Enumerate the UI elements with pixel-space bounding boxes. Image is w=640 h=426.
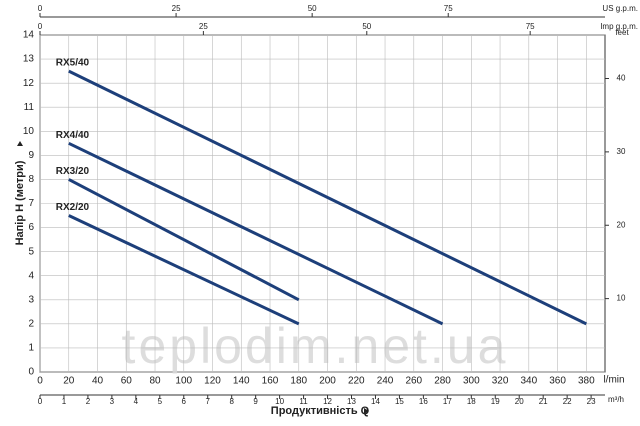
y-tick-label: 7 xyxy=(28,198,34,209)
y2-tick-label: 10 xyxy=(617,294,626,303)
x-tick-label: 20 xyxy=(63,376,75,387)
x-tick-label: 160 xyxy=(262,376,279,387)
x-tick-label: 140 xyxy=(233,376,250,387)
x-tick-label: 0 xyxy=(37,376,43,387)
imp_gpm_axis-tick-label: 25 xyxy=(199,22,208,31)
us-gpm-unit: US g.p.m. xyxy=(602,4,638,13)
m3h_axis-tick-label: 14 xyxy=(371,397,380,406)
line xyxy=(68,178,300,302)
us_gpm_axis-tick-label: 25 xyxy=(172,4,181,13)
y2-tick-label: 30 xyxy=(617,147,626,156)
series-label: RX3/20 xyxy=(56,166,90,177)
x-axis-title: Продуктивність Q xyxy=(271,405,370,417)
m3h_axis-tick-label: 15 xyxy=(395,397,404,406)
x-tick-label: 200 xyxy=(319,376,336,387)
series-label: RX4/40 xyxy=(56,130,90,141)
x-tick-label: 260 xyxy=(405,376,422,387)
arrow-icon xyxy=(17,141,23,146)
imp_gpm_axis-tick-label: 0 xyxy=(38,22,43,31)
y-tick-label: 0 xyxy=(28,367,34,378)
x-tick-label: 360 xyxy=(549,376,566,387)
m3h_axis-tick-label: 18 xyxy=(467,397,476,406)
m3h_axis-tick-label: 10 xyxy=(275,397,284,406)
m3h_axis-tick-label: 16 xyxy=(419,397,428,406)
us_gpm_axis-tick-label: 75 xyxy=(444,4,453,13)
arrow-icon xyxy=(364,408,369,414)
m3h_axis-tick-label: 17 xyxy=(443,397,452,406)
y-tick-label: 8 xyxy=(28,174,34,185)
m3h_axis-tick-label: 13 xyxy=(347,397,356,406)
y-tick-label: 14 xyxy=(23,30,35,41)
m3h_axis-tick-label: 23 xyxy=(587,397,596,406)
x-tick-label: 40 xyxy=(92,376,104,387)
m3h_axis-tick-label: 12 xyxy=(323,397,332,406)
y-tick-label: 9 xyxy=(28,150,34,161)
y-tick-label: 3 xyxy=(28,294,34,305)
y-tick-label: 6 xyxy=(28,222,34,233)
us_gpm_axis-tick-label: 0 xyxy=(38,4,43,13)
imp-gpm-unit: Imp g.p.m. xyxy=(600,22,638,31)
x-tick-label: 60 xyxy=(121,376,133,387)
line xyxy=(68,69,587,326)
y2-tick-label: 20 xyxy=(617,220,626,229)
y-tick-label: 5 xyxy=(28,246,34,257)
series-label: RX5/40 xyxy=(56,58,90,69)
m3h_axis-tick-label: 5 xyxy=(158,397,163,406)
y-tick-label: 11 xyxy=(24,102,35,113)
m3h_axis-tick-label: 6 xyxy=(182,397,187,406)
x-tick-label: 220 xyxy=(348,376,365,387)
m3h_axis-tick-label: 3 xyxy=(110,397,115,406)
y2-axis-title: feet xyxy=(615,28,629,37)
imp_gpm_axis-tick-label: 50 xyxy=(362,22,371,31)
m3h_axis-tick-label: 9 xyxy=(253,397,258,406)
y-tick-label: 4 xyxy=(28,270,34,281)
y2-tick-label: 40 xyxy=(617,74,626,83)
x-tick-label: 240 xyxy=(377,376,394,387)
x-tick-label: 320 xyxy=(492,376,509,387)
m3h_axis-tick-label: 21 xyxy=(539,397,548,406)
m3h_axis-tick-label: 0 xyxy=(38,397,43,406)
x-tick-label: 180 xyxy=(290,376,307,387)
line xyxy=(68,141,444,326)
x-tick-label: 120 xyxy=(204,376,221,387)
y-tick-label: 2 xyxy=(28,318,34,329)
m3h_axis-tick-label: 4 xyxy=(134,397,139,406)
m3h_axis-tick-label: 20 xyxy=(515,397,524,406)
m3h_axis-tick-label: 1 xyxy=(62,397,67,406)
x-unit: l/min xyxy=(603,375,624,386)
x-tick-label: 340 xyxy=(520,376,537,387)
m3h_axis-tick-label: 11 xyxy=(299,397,308,406)
series-label: RX2/20 xyxy=(56,202,90,213)
imp_gpm_axis-tick-label: 75 xyxy=(526,22,535,31)
y-tick-label: 12 xyxy=(23,78,35,89)
us_gpm_axis-tick-label: 50 xyxy=(308,4,317,13)
y-tick-label: 10 xyxy=(23,126,35,137)
watermark: teplodim.net.ua xyxy=(122,318,509,374)
y-axis-title: Напір H (метри) xyxy=(14,160,26,245)
x-tick-label: 380 xyxy=(578,376,595,387)
m3h_axis-tick-label: 2 xyxy=(86,397,91,406)
y-tick-label: 1 xyxy=(28,343,34,354)
m3h_axis-tick-label: 22 xyxy=(563,397,572,406)
m3h_axis-tick-label: 19 xyxy=(491,397,500,406)
x-tick-label: 300 xyxy=(463,376,480,387)
x-tick-label: 80 xyxy=(149,376,161,387)
x-tick-label: 100 xyxy=(175,376,192,387)
m3h_axis-tick-label: 8 xyxy=(229,397,234,406)
line xyxy=(68,214,300,326)
x-tick-label: 280 xyxy=(434,376,451,387)
y-tick-label: 13 xyxy=(23,54,35,65)
m3h_axis-tick-label: 7 xyxy=(206,397,211,406)
m3h-unit: m³/h xyxy=(608,395,624,404)
